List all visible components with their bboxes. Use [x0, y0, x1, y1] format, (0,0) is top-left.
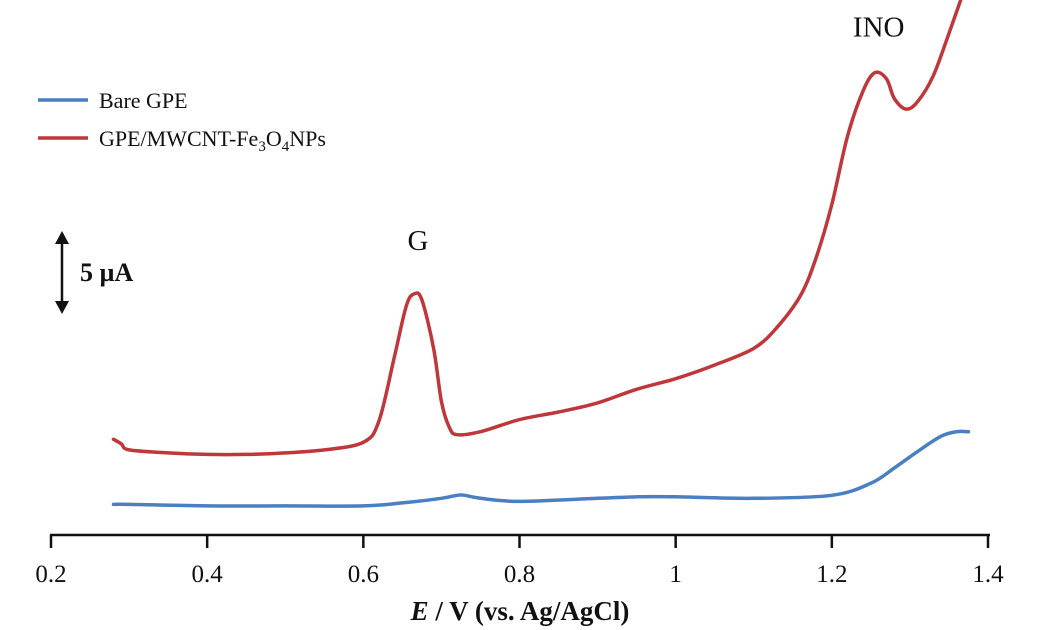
series-line-modified-gpe — [111, 0, 963, 457]
peak-label-g: G — [408, 225, 429, 257]
legend-label-bare-gpe: Bare GPE — [99, 88, 188, 113]
x-tick-label: 0.6 — [348, 561, 379, 588]
x-tick-label: 0.2 — [35, 561, 66, 588]
scale-bar-arrow-down-icon — [55, 301, 69, 314]
peak-labels: G INO — [408, 11, 905, 257]
scale-bar: 5 µA — [55, 231, 133, 314]
legend: Bare GPE GPE/MWCNT-Fe3O4NPs — [38, 88, 326, 155]
scale-bar-arrow-up-icon — [55, 231, 69, 244]
x-tick-label: 1.4 — [972, 561, 1004, 588]
x-axis: 0.2 0.4 0.6 0.8 1 1.2 1.4 E / V (vs. Ag/AgCl) — [35, 533, 1004, 626]
series-layer — [111, 0, 971, 508]
series-line-bare-gpe — [111, 429, 971, 508]
x-ticks: 0.2 0.4 0.6 0.8 1 1.2 1.4 — [35, 535, 1004, 588]
legend-label-modified-gpe: GPE/MWCNT-Fe3O4NPs — [99, 126, 326, 155]
x-axis-title: E / V (vs. Ag/AgCl) — [410, 596, 630, 626]
x-tick-label: 1.2 — [816, 561, 847, 588]
x-tick-label: 0.4 — [192, 561, 224, 588]
x-tick-label: 1 — [669, 561, 682, 588]
x-tick-label: 0.8 — [504, 561, 535, 588]
peak-label-ino: INO — [853, 11, 905, 43]
scale-bar-label: 5 µA — [80, 258, 133, 287]
